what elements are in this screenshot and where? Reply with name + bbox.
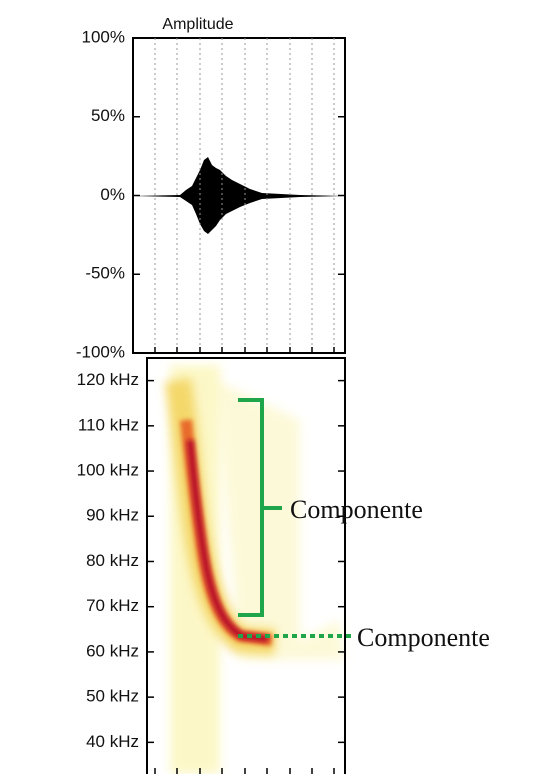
y-tick-label: 90 kHz [86,506,139,525]
waveform-image [133,157,345,234]
y-tick-label: 120 kHz [77,370,139,389]
y-tick-label: 100% [82,27,125,46]
spectrogram-image [165,365,345,774]
y-tick-label: 70 kHz [86,596,139,615]
y-tick-label: 50% [91,106,125,125]
y-tick-label: 60 kHz [86,641,139,660]
bracket [238,398,282,617]
panel-frame [146,357,346,774]
y-tick-label: -50% [85,264,125,283]
y-tick-label: 80 kHz [86,551,139,570]
y-tick-label: 100 kHz [77,461,139,480]
annotation: Componente [357,623,490,652]
annotation: Componente [290,495,423,524]
y-tick-label: -100% [76,342,125,361]
y-tick-label: 110 kHz [78,415,139,434]
y-tick-label: 0% [100,185,125,204]
panel-title: Amplitude [162,16,233,33]
y-tick-label: 50 kHz [86,687,139,706]
y-tick-label: 40 kHz [86,732,139,751]
